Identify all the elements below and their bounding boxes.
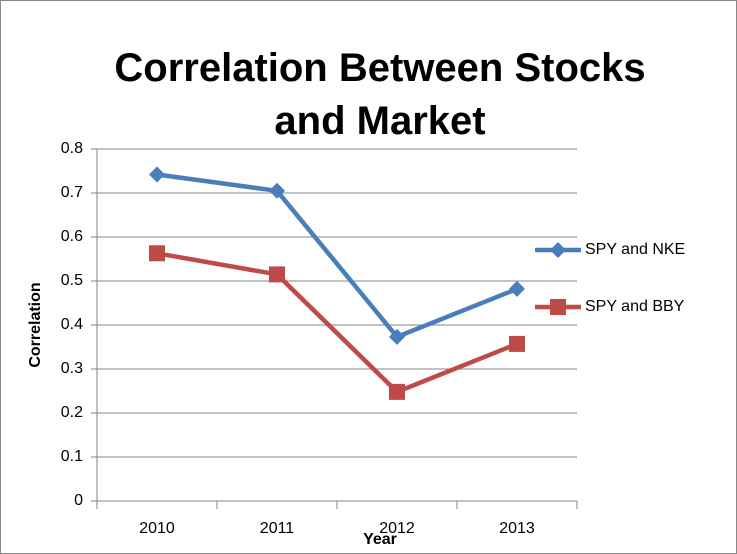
marker	[269, 266, 285, 283]
chart-title: Correlation Between Stocks and Market	[114, 46, 646, 143]
line	[156, 251, 518, 395]
y-tick-label: 0.1	[61, 448, 83, 465]
marker	[149, 166, 165, 183]
y-tick-label: 0.3	[61, 360, 83, 377]
y-axis-label: Correlation	[27, 282, 44, 367]
marker	[509, 280, 525, 297]
y-tick-label: 0.2	[61, 404, 83, 421]
y-tick-label: 0.6	[61, 228, 83, 245]
y-tick-label: 0	[74, 492, 83, 509]
legend-label: SPY and BBY	[585, 298, 685, 315]
marker	[509, 335, 525, 352]
x-tick-label: 2012	[379, 520, 415, 537]
marker	[389, 383, 405, 400]
marker	[269, 182, 285, 199]
x-tick-label: 2011	[260, 520, 295, 537]
x-tick-label: 2010	[139, 520, 175, 537]
marker	[389, 328, 405, 345]
x-tick-label: 2013	[499, 520, 535, 537]
x-axis-label: Year	[363, 531, 397, 548]
legend-marker	[550, 299, 566, 315]
line	[156, 172, 518, 340]
y-tick-label: 0.8	[61, 140, 83, 157]
y-tick-label: 0.5	[61, 272, 83, 289]
marker	[149, 245, 165, 262]
legend-label: SPY and NKE	[585, 241, 685, 258]
y-tick-label: 0.4	[61, 316, 83, 333]
legend-marker	[550, 242, 566, 258]
y-tick-label: 0.7	[61, 184, 83, 201]
